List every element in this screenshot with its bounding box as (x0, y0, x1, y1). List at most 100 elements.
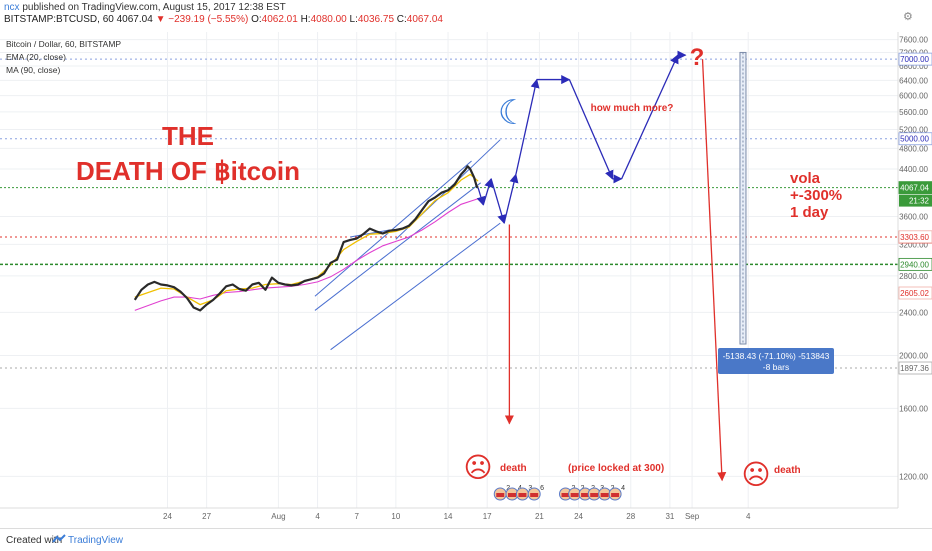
x-tick-label: 4 (746, 512, 751, 521)
price-tag-box (898, 230, 932, 244)
x-tick-label: 17 (483, 512, 492, 521)
price-level-lines (0, 58, 898, 369)
tradingview-logo-icon (52, 534, 66, 543)
x-tick-label: 31 (665, 512, 674, 521)
y-tick-label: 2000.00 (899, 352, 928, 361)
projection-arrow[interactable] (490, 178, 507, 224)
open-value: 4062.01 (261, 14, 298, 25)
measure-label-line-2: -8 bars (763, 362, 789, 372)
high-label: H: (300, 14, 311, 25)
question-mark: ? (690, 44, 705, 71)
high-value: 4080.00 (310, 14, 347, 25)
event-icons: 2436222324 (493, 485, 625, 501)
x-tick-label: 10 (391, 512, 400, 521)
legend-symbol: Bitcoin / Dollar, 60, BITSTAMP (6, 39, 121, 49)
symbol-label: BITSTAMP:BTCUSD, 60 (4, 14, 114, 25)
chart-legend: Bitcoin / Dollar, 60, BITSTAMP EMA (20, … (6, 39, 121, 75)
publisher-username[interactable]: ncx (4, 2, 20, 13)
x-tick-label: 24 (163, 512, 172, 521)
event-flag-stripe (561, 493, 570, 497)
trend-line[interactable] (314, 160, 472, 297)
trend-line[interactable] (330, 222, 501, 351)
close-value: 4067.04 (406, 14, 443, 25)
y-tick-label: 4400.00 (899, 165, 928, 174)
price-tag-label: 1897.36 (900, 364, 929, 373)
y-tick-label: 3200.00 (899, 240, 928, 249)
countdown-box (899, 194, 932, 207)
last-price: 4067.04 (116, 14, 153, 25)
settings-gear-icon[interactable]: ⚙ (903, 11, 913, 23)
price-tag-label: 5000.00 (900, 135, 929, 144)
trend-line[interactable] (314, 182, 481, 311)
price-tag-box (898, 257, 932, 271)
x-tick-label: 4 (315, 512, 320, 521)
price-tag-label: 2940.00 (900, 260, 929, 269)
vola-period-label: 1 day (790, 204, 829, 221)
x-tick-label: 14 (444, 512, 453, 521)
price-chart[interactable]: -5138.43 (-71.10%) -513843-8 bars 7600.0… (0, 0, 932, 528)
legend-ema: EMA (20, close) (6, 52, 66, 62)
event-flag-stripe (600, 493, 609, 497)
grid-lines (0, 32, 898, 508)
ma-90-line (134, 198, 479, 311)
y-tick-label: 6000.00 (899, 92, 928, 101)
projection-arrow[interactable] (503, 173, 519, 224)
price-series (133, 165, 479, 312)
publisher-line: ncx published on TradingView.com, August… (4, 2, 286, 13)
crash-arrow[interactable] (701, 59, 727, 482)
y-tick-label: 4800.00 (899, 144, 928, 153)
price-tag-box (898, 132, 932, 146)
trend-line[interactable] (350, 229, 390, 238)
event-count-label: 6 (540, 485, 544, 492)
price-change: ▼ −239.19 (−5.55%) (155, 14, 249, 25)
y-tick-label: 5600.00 (899, 108, 928, 117)
y-tick-label: 3600.00 (899, 212, 928, 221)
tradingview-brand-link[interactable]: TradingView (68, 535, 124, 546)
price-tag-box (898, 52, 932, 66)
y-tick-label: 6800.00 (899, 62, 928, 71)
x-tick-label: 21 (535, 512, 544, 521)
open-label: O: (251, 14, 262, 25)
event-flag-stripe (570, 493, 579, 497)
price-tag-box (898, 361, 932, 375)
measure-tool[interactable]: -5138.43 (-71.10%) -513843-8 bars (718, 51, 834, 374)
price-tag-label: 4067.04 (900, 184, 929, 193)
y-tick-label: 2400.00 (899, 308, 928, 317)
projection-arrows[interactable] (476, 50, 727, 482)
price-axis[interactable]: 7600.007200.006800.006400.006000.005600.… (897, 32, 932, 508)
vola-label: vola (790, 170, 821, 187)
event-count-label: 3 (528, 485, 532, 492)
death-label-2: death (774, 465, 801, 476)
price-tag-label: 3303.60 (900, 233, 929, 242)
projection-arrow[interactable] (621, 54, 679, 180)
price-tag-box (898, 286, 932, 300)
event-count-label: 2 (506, 485, 510, 492)
time-axis[interactable]: 24 27 Aug 4 7 10 14 17 21 24 28 31 Sep 4 (0, 507, 898, 521)
event-flag-stripe (507, 493, 516, 497)
projection-arrow[interactable] (482, 177, 494, 206)
x-tick-label: Sep (685, 512, 700, 521)
countdown-label: 21:32 (909, 197, 930, 206)
event-flag-stripe (590, 493, 599, 497)
sad-face-icon: ☹ (463, 451, 492, 484)
x-tick-label: 28 (626, 512, 635, 521)
projection-arrow[interactable] (515, 78, 540, 175)
close-label: C: (396, 14, 407, 25)
x-tick-label: 27 (202, 512, 211, 521)
projection-arrow[interactable] (568, 79, 614, 180)
event-flag-stripe (518, 493, 527, 497)
published-text: published on TradingView.com, August 15,… (22, 2, 286, 13)
ema-20-line (134, 173, 479, 306)
price-locked-label: (price locked at 300) (568, 463, 664, 474)
publish-header: ncx published on TradingView.com, August… (0, 0, 932, 26)
quote-line: BITSTAMP:BTCUSD, 60 4067.04 ▼ −239.19 (−… (4, 14, 443, 25)
chart-annotations[interactable]: THE DEATH OF ฿itcoin ☾ ? how much more? … (76, 44, 842, 491)
y-tick-label: 1600.00 (899, 404, 928, 413)
event-count-label: 4 (621, 485, 625, 492)
projection-arrow[interactable] (476, 187, 486, 206)
y-tick-label: 2800.00 (899, 272, 928, 281)
created-with-label: Created with (6, 535, 63, 546)
price-tag-box (898, 181, 932, 194)
title-line-2: DEATH OF ฿itcoin (76, 156, 300, 186)
footer: Created with TradingView (0, 528, 932, 551)
